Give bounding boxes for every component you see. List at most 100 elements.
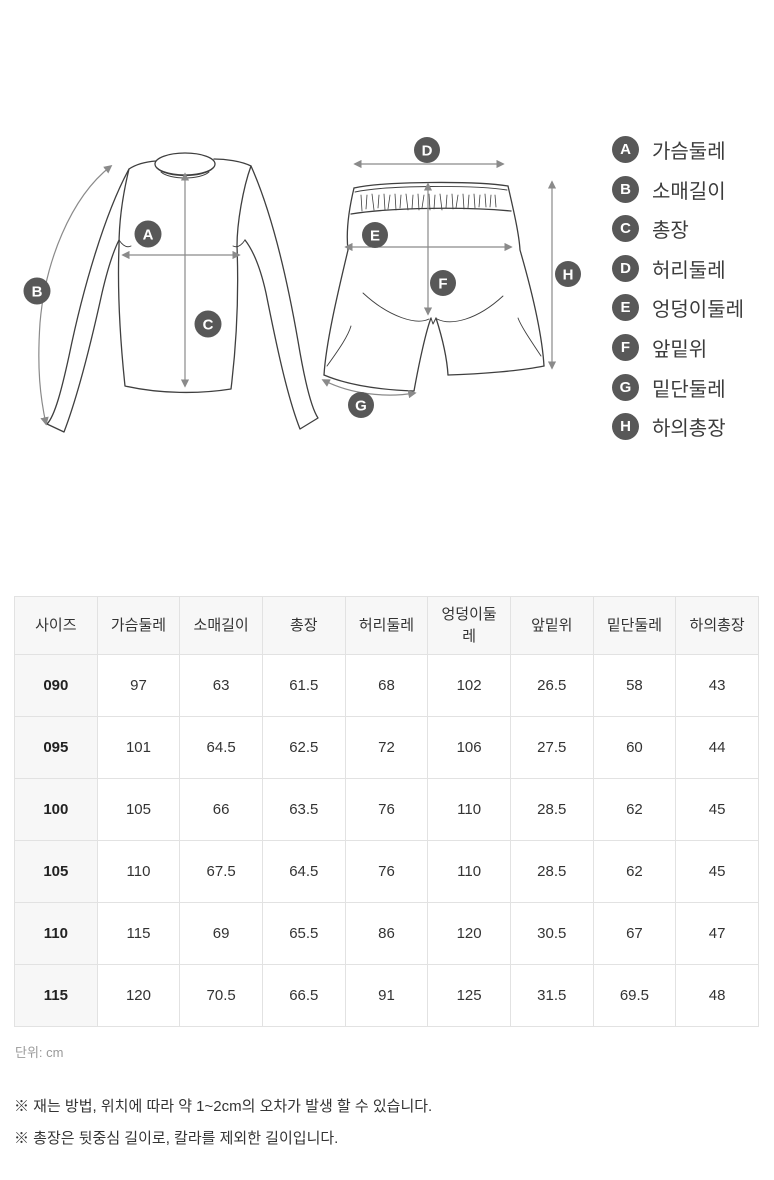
legend-item-g: G 밑단둘레 xyxy=(612,373,744,401)
size-cell: 115 xyxy=(14,964,98,1027)
badge-c-icon: C xyxy=(194,310,222,338)
value-cell: 45 xyxy=(675,778,759,841)
value-cell: 106 xyxy=(427,716,511,779)
value-cell: 86 xyxy=(344,902,429,965)
measurement-diagram: A B C xyxy=(23,136,744,441)
value-cell: 26.5 xyxy=(509,654,594,717)
badge-e-icon: E xyxy=(362,222,388,248)
header-bottom-length: 하의총장 xyxy=(675,596,759,655)
value-cell: 120 xyxy=(427,902,511,965)
shirt-measure-arrows xyxy=(38,164,241,426)
value-cell: 70.5 xyxy=(179,964,263,1027)
badge-d-icon: D xyxy=(612,254,639,282)
value-cell: 28.5 xyxy=(509,840,594,903)
value-cell: 62 xyxy=(592,778,677,841)
legend-label-b: 소매길이 xyxy=(652,180,726,203)
svg-text:F: F xyxy=(438,276,447,293)
value-cell: 110 xyxy=(427,840,511,903)
header-hem: 밑단둘레 xyxy=(592,596,677,655)
legend-item-b: B 소매길이 xyxy=(612,175,744,203)
value-cell: 63 xyxy=(179,654,263,717)
table-row: 115 120 70.5 66.5 91 125 31.5 69.5 48 xyxy=(14,964,759,1027)
size-table-header-row: 사이즈 가슴둘레 소매길이 총장 허리둘레 엉덩이둘레 앞밑위 밑단둘레 하의총… xyxy=(14,596,759,655)
svg-text:G: G xyxy=(355,398,367,415)
value-cell: 76 xyxy=(344,840,429,903)
value-cell: 66.5 xyxy=(261,964,346,1027)
badge-f-icon: F xyxy=(612,333,639,361)
value-cell: 110 xyxy=(96,840,181,903)
note-line: ※ 총장은 뒷중심 길이로, 칼라를 제외한 길이입니다. xyxy=(14,1130,339,1147)
value-cell: 62 xyxy=(592,840,677,903)
value-cell: 66 xyxy=(179,778,263,841)
value-cell: 69.5 xyxy=(592,964,677,1027)
svg-text:D: D xyxy=(422,143,433,160)
value-cell: 72 xyxy=(344,716,429,779)
size-cell: 100 xyxy=(14,778,98,841)
legend-item-c: C 총장 xyxy=(612,215,744,243)
badge-h-icon: H xyxy=(555,261,581,287)
value-cell: 45 xyxy=(675,840,759,903)
legend-item-a: A 가슴둘레 xyxy=(612,136,744,163)
badge-c-icon: C xyxy=(612,215,639,243)
value-cell: 44 xyxy=(675,716,759,779)
value-cell: 69 xyxy=(179,902,263,965)
header-size: 사이즈 xyxy=(14,596,98,655)
value-cell: 64.5 xyxy=(261,840,346,903)
value-cell: 97 xyxy=(96,654,181,717)
table-row: 095 101 64.5 62.5 72 106 27.5 60 44 xyxy=(14,716,759,779)
badge-b-icon: B xyxy=(612,175,639,203)
value-cell: 62.5 xyxy=(261,716,346,779)
value-cell: 31.5 xyxy=(509,964,594,1027)
legend-item-h: H 하의총장 xyxy=(612,413,744,441)
value-cell: 30.5 xyxy=(509,902,594,965)
header-rise: 앞밑위 xyxy=(509,596,594,655)
header-sleeve: 소매길이 xyxy=(179,596,263,655)
value-cell: 61.5 xyxy=(261,654,346,717)
value-cell: 65.5 xyxy=(261,902,346,965)
table-row: 110 115 69 65.5 86 120 30.5 67 47 xyxy=(14,902,759,965)
badge-f-icon: F xyxy=(430,270,456,296)
sleeve-arrow xyxy=(38,164,113,426)
legend-label-a: 가슴둘레 xyxy=(652,141,726,163)
value-cell: 67.5 xyxy=(179,840,263,903)
measurement-notes: ※ 재는 방법, 위치에 따라 약 1~2cm의 오차가 발생 할 수 있습니다… xyxy=(14,1091,774,1155)
value-cell: 102 xyxy=(427,654,511,717)
value-cell: 91 xyxy=(344,964,429,1027)
size-cell: 090 xyxy=(14,654,98,717)
table-row: 100 105 66 63.5 76 110 28.5 62 45 xyxy=(14,778,759,841)
legend-label-c: 총장 xyxy=(652,220,689,243)
value-cell: 105 xyxy=(96,778,181,841)
legend-label-h: 하의총장 xyxy=(652,418,726,441)
value-cell: 60 xyxy=(592,716,677,779)
value-cell: 63.5 xyxy=(261,778,346,841)
size-cell: 105 xyxy=(14,840,98,903)
legend-label-g: 밑단둘레 xyxy=(652,378,726,401)
svg-text:H: H xyxy=(563,267,574,284)
svg-text:E: E xyxy=(370,228,380,245)
note-line: ※ 재는 방법, 위치에 따라 약 1~2cm의 오차가 발생 할 수 있습니다… xyxy=(14,1098,433,1115)
badge-g-icon: G xyxy=(612,373,639,401)
value-cell: 64.5 xyxy=(179,716,263,779)
header-hip: 엉덩이둘레 xyxy=(427,596,511,655)
svg-text:B: B xyxy=(32,284,43,301)
legend-label-f: 앞밑위 xyxy=(652,338,708,361)
value-cell: 68 xyxy=(344,654,429,717)
value-cell: 47 xyxy=(675,902,759,965)
value-cell: 120 xyxy=(96,964,181,1027)
value-cell: 28.5 xyxy=(509,778,594,841)
badge-a-icon: A xyxy=(134,220,162,248)
badge-h-icon: H xyxy=(612,413,639,441)
value-cell: 125 xyxy=(427,964,511,1027)
header-waist: 허리둘레 xyxy=(344,596,429,655)
value-cell: 110 xyxy=(427,778,511,841)
badge-a-icon: A xyxy=(612,136,639,163)
value-cell: 101 xyxy=(96,716,181,779)
svg-text:A: A xyxy=(143,227,154,244)
size-cell: 110 xyxy=(14,902,98,965)
badge-g-icon: G xyxy=(348,392,374,418)
badge-b-icon: B xyxy=(23,277,51,305)
value-cell: 43 xyxy=(675,654,759,717)
table-row: 090 97 63 61.5 68 102 26.5 58 43 xyxy=(14,654,759,717)
value-cell: 76 xyxy=(344,778,429,841)
